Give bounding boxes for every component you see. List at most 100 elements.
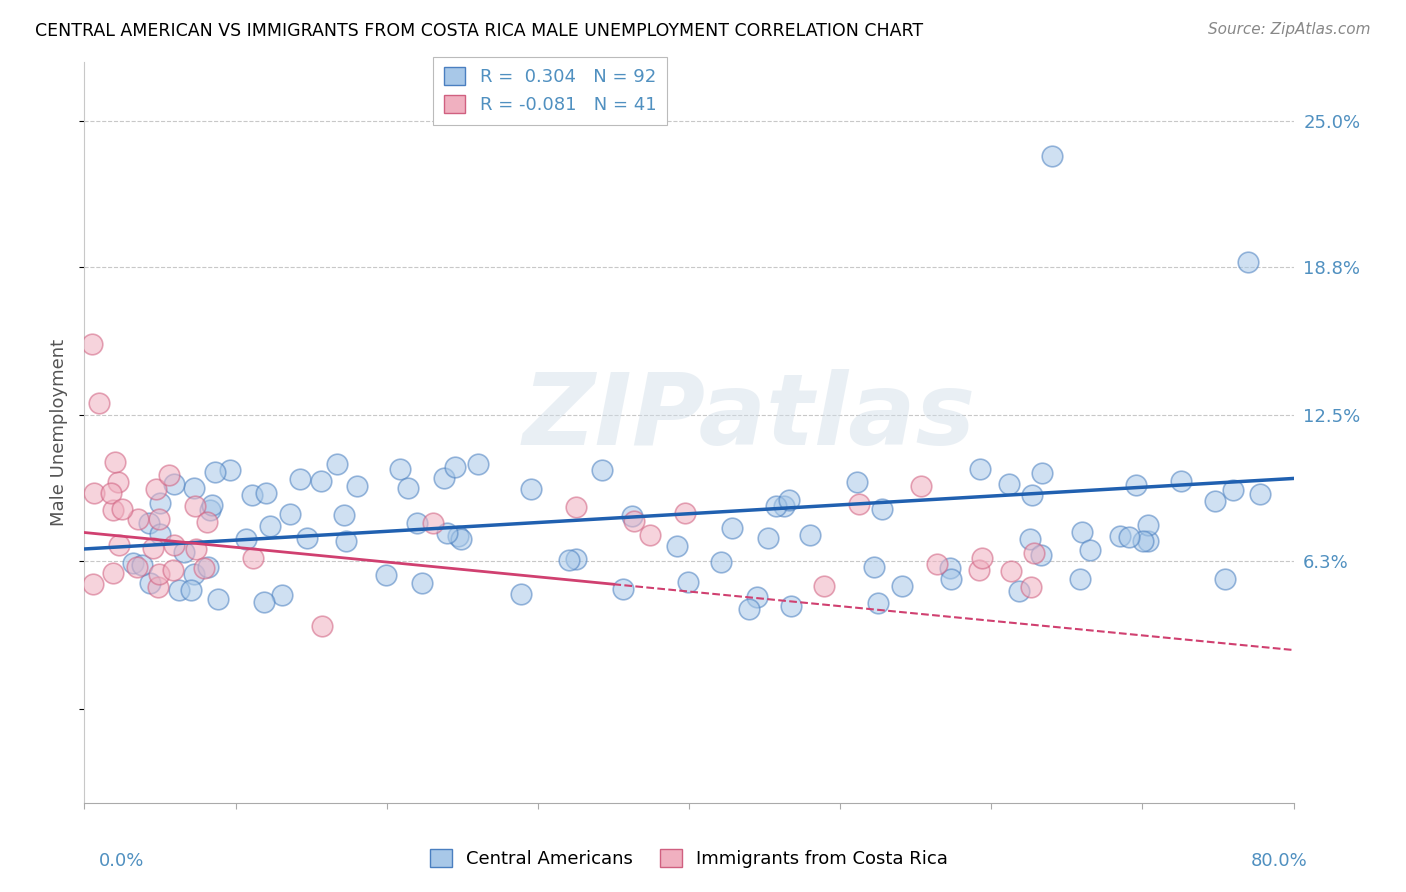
Point [433, 471, 456, 485]
Point [374, 568, 396, 582]
Point [756, 531, 779, 545]
Point [157, 467, 180, 482]
Point [969, 462, 991, 476]
Point [1237, 255, 1260, 269]
Point [104, 455, 127, 469]
Point [162, 563, 184, 577]
Point [779, 599, 801, 614]
Point [1000, 564, 1022, 578]
Point [1069, 572, 1091, 586]
Point [148, 526, 170, 541]
Legend: Central Americans, Immigrants from Costa Rica: Central Americans, Immigrants from Costa… [423, 842, 955, 875]
Point [709, 555, 731, 569]
Point [1078, 542, 1101, 557]
Point [446, 529, 468, 543]
Point [80, 337, 103, 351]
Point [193, 561, 215, 575]
Point [195, 515, 218, 529]
Point [183, 481, 205, 495]
Point [107, 475, 129, 490]
Point [100, 485, 122, 500]
Point [1019, 580, 1042, 594]
Point [845, 475, 868, 489]
Point [564, 500, 586, 514]
Point [1136, 518, 1159, 533]
Point [1022, 546, 1045, 560]
Point [411, 576, 433, 591]
Point [1204, 494, 1226, 508]
Point [406, 516, 429, 530]
Point [778, 493, 800, 508]
Point [467, 457, 489, 471]
Point [673, 506, 696, 520]
Point [184, 499, 207, 513]
Point [82, 577, 104, 591]
Point [101, 502, 124, 516]
Point [111, 502, 134, 516]
Point [997, 476, 1019, 491]
Point [335, 534, 357, 549]
Point [422, 516, 444, 531]
Point [89, 396, 111, 410]
Point [254, 486, 277, 500]
Point [591, 463, 613, 477]
Text: ZIPatlas: ZIPatlas [523, 369, 976, 467]
Point [148, 566, 170, 581]
Point [1109, 529, 1132, 543]
Point [1125, 478, 1147, 492]
Point [180, 582, 202, 597]
Text: CENTRAL AMERICAN VS IMMIGRANTS FROM COSTA RICA MALE UNEMPLOYMENT CORRELATION CHA: CENTRAL AMERICAN VS IMMIGRANTS FROM COST… [35, 22, 924, 40]
Point [131, 558, 153, 572]
Point [721, 521, 744, 535]
Point [396, 481, 419, 495]
Point [676, 574, 699, 589]
Point [520, 482, 543, 496]
Point [271, 588, 294, 602]
Point [138, 516, 160, 530]
Point [127, 560, 149, 574]
Point [1029, 548, 1052, 562]
Point [138, 576, 160, 591]
Point [242, 551, 264, 566]
Point [863, 560, 886, 574]
Point [253, 595, 276, 609]
Point [443, 460, 465, 475]
Point [558, 552, 581, 566]
Point [103, 566, 125, 581]
Point [389, 461, 412, 475]
Point [666, 539, 689, 553]
Point [167, 582, 190, 597]
Point [799, 528, 821, 542]
Point [868, 595, 890, 609]
Point [813, 579, 835, 593]
Point [1071, 525, 1094, 540]
Point [1031, 466, 1053, 480]
Point [1008, 583, 1031, 598]
Point [1213, 572, 1236, 586]
Point [259, 518, 281, 533]
Point [891, 579, 914, 593]
Point [186, 541, 208, 556]
Text: Source: ZipAtlas.com: Source: ZipAtlas.com [1208, 22, 1371, 37]
Y-axis label: Male Unemployment: Male Unemployment [51, 339, 69, 526]
Point [311, 619, 333, 633]
Text: 80.0%: 80.0% [1251, 852, 1308, 870]
Point [564, 552, 586, 566]
Point [346, 479, 368, 493]
Point [623, 514, 645, 528]
Point [200, 498, 222, 512]
Point [333, 508, 356, 523]
Point [925, 557, 948, 571]
Point [870, 501, 893, 516]
Point [197, 559, 219, 574]
Point [200, 502, 222, 516]
Point [738, 602, 761, 616]
Point [148, 512, 170, 526]
Point [288, 472, 311, 486]
Text: 0.0%: 0.0% [98, 852, 143, 870]
Point [1040, 149, 1063, 163]
Point [1019, 532, 1042, 546]
Point [309, 474, 332, 488]
Point [148, 580, 170, 594]
Point [108, 538, 131, 552]
